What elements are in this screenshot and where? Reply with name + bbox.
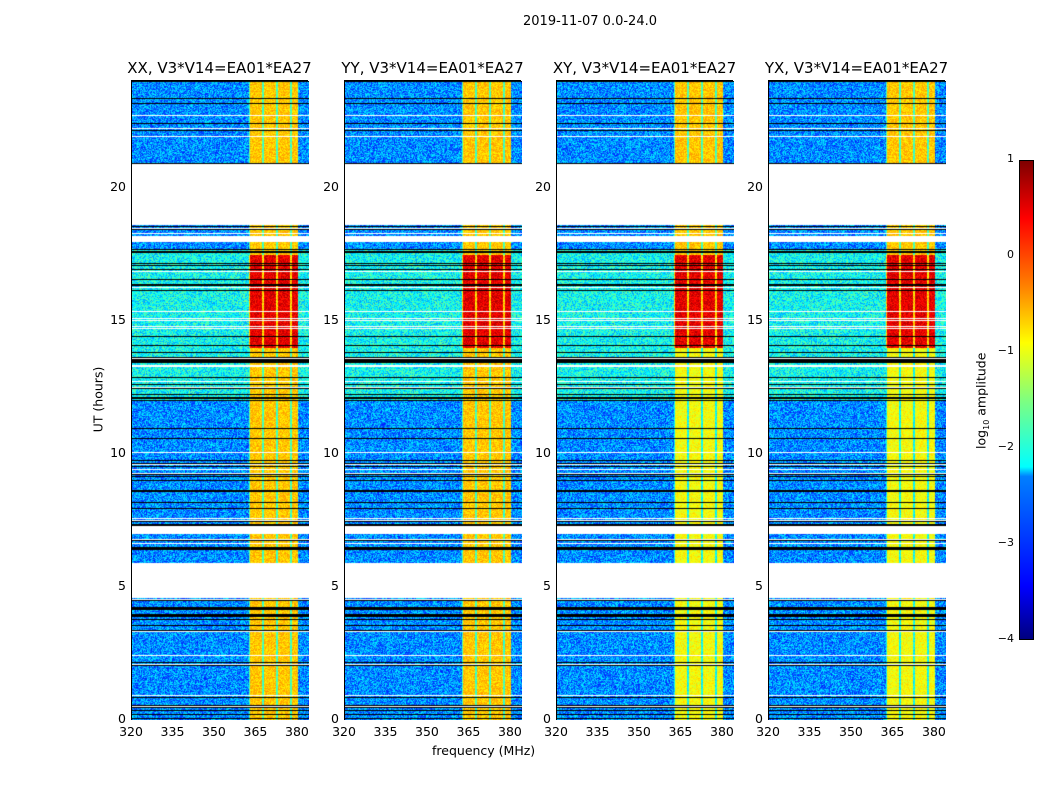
waterfall-heatmap (132, 81, 309, 720)
y-tick-label: 5 (118, 577, 126, 593)
y-tick-label: 20 (323, 178, 339, 194)
y-tick-label: 15 (110, 311, 126, 327)
y-axis-label: UT (hours) (90, 366, 106, 433)
waterfall-heatmap (769, 81, 946, 720)
x-tick-label: 320 (332, 724, 356, 739)
panel-title: YY, V3*V14=EA01*EA27 (341, 59, 524, 77)
y-tick-label: 20 (535, 178, 551, 194)
colorbar-tick-label: 1 (1007, 152, 1014, 165)
y-tick-label: 10 (110, 444, 126, 460)
x-tick-label: 335 (585, 724, 610, 739)
colorbar (1019, 160, 1034, 640)
panel-title: XX, V3*V14=EA01*EA27 (127, 59, 312, 77)
y-tick-label: 15 (323, 311, 339, 327)
x-tick-label: 335 (797, 724, 822, 739)
y-tick-label: 10 (535, 444, 551, 460)
x-tick-label: 320 (544, 724, 568, 739)
colorbar-label: log10 amplitude (973, 341, 991, 461)
colorbar-tick-label: −2 (997, 440, 1014, 453)
x-tick-label: 365 (880, 724, 905, 739)
x-tick-label: 320 (119, 724, 143, 739)
waterfall-panel-2 (556, 80, 734, 720)
x-tick-label: 320 (756, 724, 780, 739)
x-tick-label: 380 (710, 724, 734, 739)
waterfall-heatmap (557, 81, 734, 720)
figure-title: 2019-11-07 0.0-24.0 (523, 14, 657, 29)
y-tick-label: 5 (331, 577, 339, 593)
x-tick-label: 350 (415, 724, 439, 739)
colorbar-label-base: log (973, 429, 989, 449)
colorbar-tick-label: −4 (997, 632, 1014, 645)
colorbar-tick-label: 0 (1007, 248, 1014, 261)
x-tick-label: 380 (285, 724, 309, 739)
y-tick-label: 0 (331, 711, 339, 726)
y-tick-label: 10 (747, 444, 763, 460)
x-tick-label: 350 (839, 724, 863, 739)
x-tick-label: 350 (627, 724, 651, 739)
waterfall-panel-0 (131, 80, 309, 720)
colorbar-label-rest: amplitude (973, 352, 989, 420)
y-tick-label: 20 (110, 178, 126, 194)
colorbar-label-sub: 10 (981, 419, 991, 430)
y-tick-label: 5 (755, 577, 763, 593)
x-tick-label: 335 (160, 724, 185, 739)
waterfall-panel-3 (768, 80, 946, 720)
y-tick-label: 0 (755, 711, 763, 726)
waterfall-heatmap (345, 81, 522, 720)
y-tick-label: 10 (323, 444, 339, 460)
x-tick-label: 365 (243, 724, 268, 739)
y-tick-label: 20 (747, 178, 763, 194)
y-tick-label: 15 (535, 311, 551, 327)
waterfall-panel-1 (344, 80, 522, 720)
y-tick-label: 15 (747, 311, 763, 327)
x-tick-label: 380 (498, 724, 522, 739)
x-tick-label: 380 (922, 724, 946, 739)
x-tick-label: 335 (373, 724, 398, 739)
panel-title: XY, V3*V14=EA01*EA27 (552, 59, 737, 77)
x-tick-label: 365 (456, 724, 481, 739)
panel-title: YX, V3*V14=EA01*EA27 (764, 59, 949, 77)
y-tick-label: 5 (543, 577, 551, 593)
y-tick-label: 0 (118, 711, 126, 726)
colorbar-tick-label: −1 (997, 344, 1014, 357)
x-tick-label: 350 (202, 724, 226, 739)
x-tick-label: 365 (668, 724, 693, 739)
x-axis-label: frequency (MHz) (432, 743, 536, 758)
colorbar-tick-label: −3 (997, 536, 1014, 549)
y-tick-label: 0 (543, 711, 551, 726)
